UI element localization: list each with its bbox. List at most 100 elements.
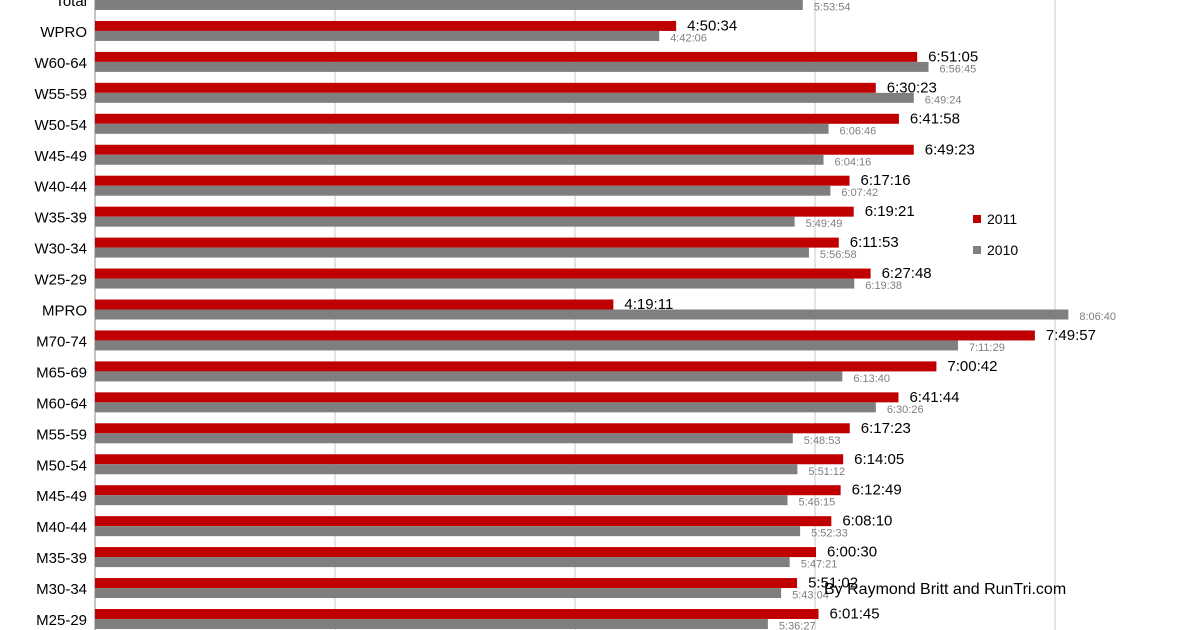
bar-2011 bbox=[95, 361, 937, 372]
category-label: M55-59 bbox=[36, 426, 87, 443]
chart-annotation: By Raymond Britt and RunTri.com bbox=[824, 581, 1066, 598]
category-label: M70-74 bbox=[36, 333, 87, 350]
data-label-2011: 6:00:30 bbox=[827, 544, 877, 561]
category-label: M30-34 bbox=[36, 581, 87, 598]
bar-2010 bbox=[95, 619, 768, 629]
data-label-2011: 5:51:02 bbox=[808, 575, 858, 592]
category-label: M60-64 bbox=[36, 395, 87, 412]
bar-2011 bbox=[95, 547, 816, 558]
category-label: W55-59 bbox=[34, 86, 87, 103]
category-label: WPRO bbox=[40, 24, 87, 41]
data-label-2011: 7:00:42 bbox=[947, 358, 997, 375]
bar-2011 bbox=[95, 206, 854, 217]
bar-2010 bbox=[95, 185, 831, 196]
category-label: MPRO bbox=[42, 303, 87, 320]
bar-2011 bbox=[95, 113, 899, 124]
legend-label-2011: 2011 bbox=[987, 211, 1017, 227]
data-label-2010: 7:11:29 bbox=[969, 342, 1005, 354]
category-label: W30-34 bbox=[34, 241, 87, 258]
data-label-2011: 4:19:11 bbox=[624, 296, 673, 313]
bar-2010 bbox=[95, 30, 660, 41]
category-label: W45-49 bbox=[34, 148, 87, 165]
category-label: M35-39 bbox=[36, 550, 87, 567]
data-label-2010: 6:13:40 bbox=[853, 373, 890, 385]
bar-2011 bbox=[95, 268, 871, 279]
bar-2010 bbox=[95, 526, 801, 537]
data-label-2010: 5:56:58 bbox=[820, 249, 857, 261]
bar-2011 bbox=[95, 609, 819, 619]
data-label-2010: 5:36:27 bbox=[779, 621, 816, 630]
bar-2010 bbox=[95, 154, 824, 165]
legend-swatch-2010 bbox=[973, 246, 981, 254]
category-label: M40-44 bbox=[36, 519, 87, 536]
legend-label-2010: 2010 bbox=[987, 242, 1018, 258]
bar-2011 bbox=[95, 485, 841, 496]
data-label-2010: 5:48:53 bbox=[804, 435, 841, 447]
legend-swatch-2011 bbox=[973, 215, 981, 223]
bar-2011 bbox=[95, 454, 844, 465]
data-label-2010: 6:30:26 bbox=[887, 404, 924, 416]
bar-2010 bbox=[95, 495, 788, 506]
data-label-2010: 8:06:40 bbox=[1079, 311, 1116, 323]
data-label-2011: 7:49:57 bbox=[1046, 327, 1096, 344]
data-label-2011: 6:11:53 bbox=[850, 234, 899, 251]
data-label-2010: 5:46:15 bbox=[799, 497, 836, 509]
data-label-2011: 6:19:21 bbox=[865, 203, 915, 220]
legend: 2011 2010 bbox=[973, 211, 1018, 258]
data-label-2010: 6:07:42 bbox=[841, 187, 878, 199]
data-label-2010: 6:06:46 bbox=[840, 125, 877, 137]
bar-2010 bbox=[95, 557, 790, 568]
category-label: W40-44 bbox=[34, 179, 87, 196]
bar-2010 bbox=[95, 433, 793, 444]
bar-2010 bbox=[95, 0, 803, 10]
bar-2011 bbox=[95, 423, 850, 434]
data-label-2010: 5:47:21 bbox=[801, 559, 838, 571]
data-label-2011: 6:41:44 bbox=[909, 389, 959, 406]
data-label-2011: 6:30:23 bbox=[887, 79, 937, 96]
bar-2011 bbox=[95, 299, 614, 310]
bar-2011 bbox=[95, 175, 850, 186]
labels: Total 6:10:255:53:54 WPRO 4:50:344:42:06 W60… bbox=[34, 0, 1116, 630]
bar-2010 bbox=[95, 216, 795, 227]
bar-2010 bbox=[95, 92, 914, 103]
bar-2010 bbox=[95, 371, 843, 382]
data-label-2010: 5:53:54 bbox=[814, 2, 851, 14]
category-label: M65-69 bbox=[36, 364, 87, 381]
category-label: W60-64 bbox=[34, 55, 87, 72]
data-label-2011: 6:08:10 bbox=[842, 513, 892, 530]
data-label-2011: 6:10:25 bbox=[847, 0, 897, 4]
category-label: M50-54 bbox=[36, 457, 87, 474]
bar-2010 bbox=[95, 402, 876, 413]
data-label-2010: 6:56:45 bbox=[940, 63, 977, 75]
category-label: M45-49 bbox=[36, 488, 87, 505]
data-label-2010: 5:51:12 bbox=[808, 466, 845, 478]
bar-2010 bbox=[95, 247, 809, 258]
bar-2011 bbox=[95, 82, 876, 93]
data-label-2011: 6:14:05 bbox=[854, 451, 904, 468]
data-label-2011: 6:27:48 bbox=[882, 265, 932, 282]
bar-2010 bbox=[95, 340, 958, 351]
bar-2011 bbox=[95, 392, 899, 403]
bar-2010 bbox=[95, 61, 929, 72]
data-label-2010: 5:49:49 bbox=[806, 218, 843, 230]
bar-2011 bbox=[95, 237, 839, 248]
data-label-2011: 6:49:23 bbox=[925, 141, 975, 158]
data-label-2011: 4:50:34 bbox=[687, 17, 737, 34]
category-label: Total bbox=[55, 0, 87, 10]
data-label-2011: 6:41:58 bbox=[910, 110, 960, 127]
category-label: W25-29 bbox=[34, 272, 87, 289]
data-label-2011: 6:01:45 bbox=[830, 606, 880, 623]
bar-2010 bbox=[95, 588, 782, 599]
bar-2010 bbox=[95, 464, 798, 475]
bar-2011 bbox=[95, 144, 914, 155]
data-label-2011: 6:51:05 bbox=[928, 48, 978, 65]
data-label-2011: 6:17:16 bbox=[861, 172, 911, 189]
bar-2010 bbox=[95, 278, 855, 289]
bars bbox=[95, 0, 1069, 629]
data-label-2011: 6:17:23 bbox=[861, 420, 911, 437]
data-label-2010: 6:04:16 bbox=[835, 156, 872, 168]
data-label-2011: 6:12:49 bbox=[852, 482, 902, 499]
bar-2011 bbox=[95, 516, 832, 527]
